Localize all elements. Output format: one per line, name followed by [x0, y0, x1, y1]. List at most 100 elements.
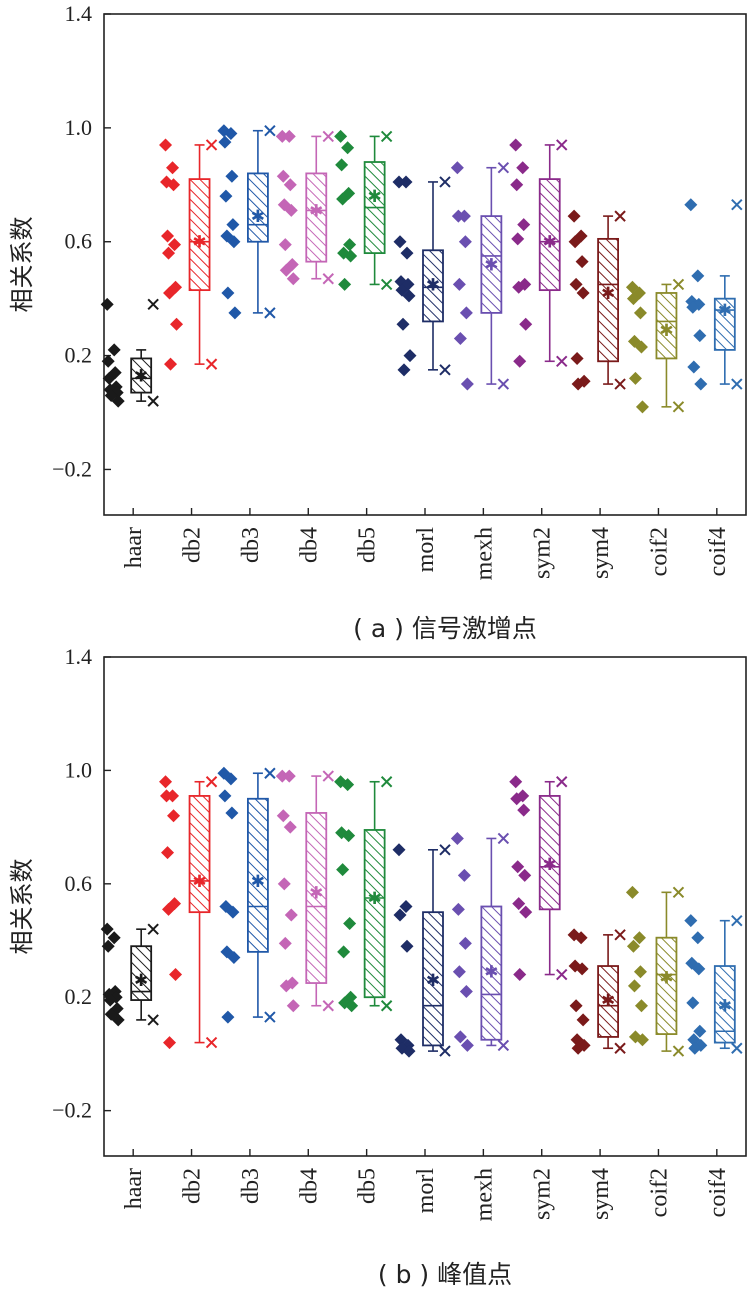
data-point: [686, 300, 700, 314]
mean-marker: ✱: [309, 201, 323, 221]
data-point: [687, 360, 701, 374]
data-point: [162, 902, 176, 916]
data-point: [451, 209, 465, 223]
data-point: [161, 846, 175, 860]
category-label: coif4: [705, 1168, 731, 1217]
data-point: [575, 255, 589, 269]
data-point: [160, 789, 174, 803]
category-label: coif2: [646, 527, 672, 576]
max-marker: [614, 929, 626, 941]
data-point: [226, 218, 240, 232]
category-label: db3: [238, 527, 264, 563]
mean-marker: ✱: [309, 883, 323, 903]
data-point: [335, 158, 349, 172]
data-point: [459, 306, 473, 320]
category-label: morl: [413, 1168, 439, 1214]
category-label: mexh: [471, 527, 497, 580]
data-point: [576, 286, 590, 300]
y-tick-label: 1.4: [65, 1, 93, 26]
category-label: sym2: [530, 527, 556, 579]
category-label: sym2: [530, 1168, 556, 1220]
data-point: [576, 1013, 590, 1027]
data-point: [103, 993, 117, 1007]
data-point: [228, 306, 242, 320]
data-point: [275, 129, 289, 143]
data-point: [163, 1036, 177, 1050]
data-point: [393, 235, 407, 249]
series-morl: morl ✱: [392, 175, 451, 572]
max-marker: [672, 886, 685, 899]
data-point: [626, 939, 640, 953]
data-point: [341, 778, 355, 792]
box: [422, 911, 444, 1047]
category-label: db5: [355, 527, 381, 563]
series-haar: haar ✱: [100, 922, 159, 1209]
data-point: [569, 277, 583, 291]
data-point: [688, 1041, 702, 1055]
min-marker: [556, 968, 568, 981]
data-point: [226, 905, 240, 919]
data-point: [102, 371, 116, 385]
series-db2: db2 ✱: [159, 775, 218, 1204]
data-point: [224, 127, 238, 141]
series-db2: db2 ✱: [159, 138, 218, 563]
data-point: [100, 922, 114, 936]
data-point: [283, 178, 297, 192]
data-point: [224, 772, 238, 786]
box: [247, 797, 269, 953]
data-point: [278, 936, 292, 950]
data-point: [513, 968, 527, 982]
mean-marker: ✱: [718, 301, 732, 321]
mean-marker: ✱: [251, 872, 265, 892]
panel-caption: ( a ) 信号激增点: [353, 614, 537, 643]
data-point: [107, 343, 121, 357]
min-marker: [672, 401, 685, 413]
mean-marker: ✱: [543, 233, 557, 253]
min-marker: [497, 1039, 510, 1052]
category-label: mexh: [471, 1168, 497, 1221]
data-point: [101, 939, 115, 953]
box: [305, 172, 328, 263]
data-point: [221, 1010, 235, 1024]
max-marker: [556, 139, 568, 151]
y-tick-label: 1.0: [65, 757, 93, 782]
box: [130, 945, 153, 1001]
max-marker: [147, 923, 159, 935]
mean-marker: ✱: [484, 963, 498, 983]
y-tick-label: −0.2: [52, 456, 92, 481]
data-point: [693, 329, 707, 343]
data-point: [341, 141, 355, 155]
data-point: [282, 769, 296, 783]
data-point: [225, 806, 239, 820]
max-marker: [439, 176, 451, 188]
data-point: [100, 297, 114, 311]
series-morl: morl ✱: [392, 843, 451, 1214]
data-point: [570, 351, 584, 365]
data-point: [516, 161, 530, 175]
data-point: [513, 354, 527, 368]
data-point: [459, 985, 473, 999]
data-point: [286, 272, 300, 286]
series-haar: haar ✱: [100, 297, 159, 568]
box: [480, 215, 503, 314]
category-label: db2: [180, 1168, 206, 1204]
series-coif4: coif4 ✱: [684, 198, 743, 576]
data-point: [453, 1030, 467, 1044]
data-point: [279, 979, 293, 993]
data-point: [519, 317, 533, 331]
min-marker: [147, 1014, 159, 1026]
data-point: [575, 962, 589, 976]
mean-marker: ✱: [659, 968, 673, 988]
category-label: haar: [121, 527, 147, 568]
mean-marker: ✱: [134, 367, 148, 387]
data-point: [276, 809, 290, 823]
data-point: [512, 280, 526, 294]
category-label: sym4: [588, 1168, 614, 1220]
mean-marker: ✱: [368, 187, 382, 207]
chart-panel-a: −0.2 0.2 0.6 1.0 1.4 相关系数 ( a ) 信号激增点 haar ✱ db2 ✱…: [8, 1, 747, 643]
data-point: [628, 371, 642, 385]
data-point: [334, 129, 348, 143]
data-point: [167, 178, 181, 192]
data-point: [159, 775, 173, 789]
